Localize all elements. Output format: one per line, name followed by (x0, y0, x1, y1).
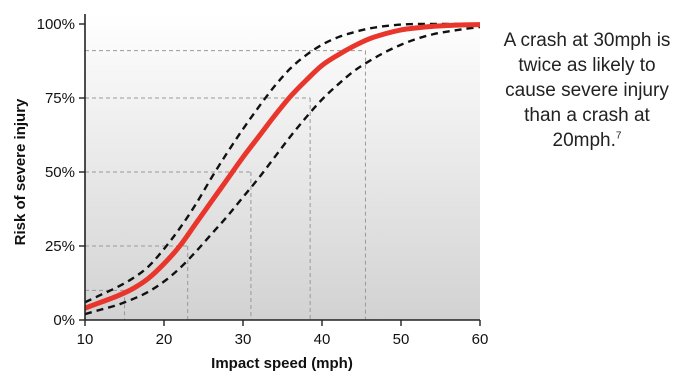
axes (84, 14, 480, 321)
x-tick-label-4: 50 (393, 331, 410, 348)
x-tick-label-1: 20 (156, 331, 173, 348)
reference-lines (85, 50, 366, 320)
x-tick-label-2: 30 (235, 331, 252, 348)
y-axis-title: Risk of severe injury (12, 98, 29, 245)
curve-lower-bound (85, 25, 480, 316)
plot-background (85, 14, 480, 320)
x-tick-label-3: 40 (314, 331, 331, 348)
y-tick-label-2: 50% (45, 164, 75, 181)
x-tick-label-5: 60 (472, 331, 489, 348)
curve-upper-bound (85, 22, 480, 304)
annotation-footnote: 7 (615, 130, 622, 142)
y-tick-label-4: 100% (37, 16, 75, 33)
curves (85, 22, 480, 316)
y-axis-ticks: 0% 25% 50% 75% 100% (37, 16, 85, 329)
annotation-text: A crash at 30mph is twice as likely to c… (503, 30, 671, 151)
x-axis-ticks: 10 20 30 40 50 60 (77, 320, 489, 348)
x-axis-title: Impact speed (mph) (211, 355, 353, 372)
y-tick-label-1: 25% (45, 238, 75, 255)
annotation: A crash at 30mph is twice as likely to c… (494, 28, 680, 153)
y-tick-label-0: 0% (53, 312, 75, 329)
x-tick-label-0: 10 (77, 331, 94, 348)
y-tick-label-3: 75% (45, 90, 75, 107)
curve-estimate (85, 22, 480, 311)
